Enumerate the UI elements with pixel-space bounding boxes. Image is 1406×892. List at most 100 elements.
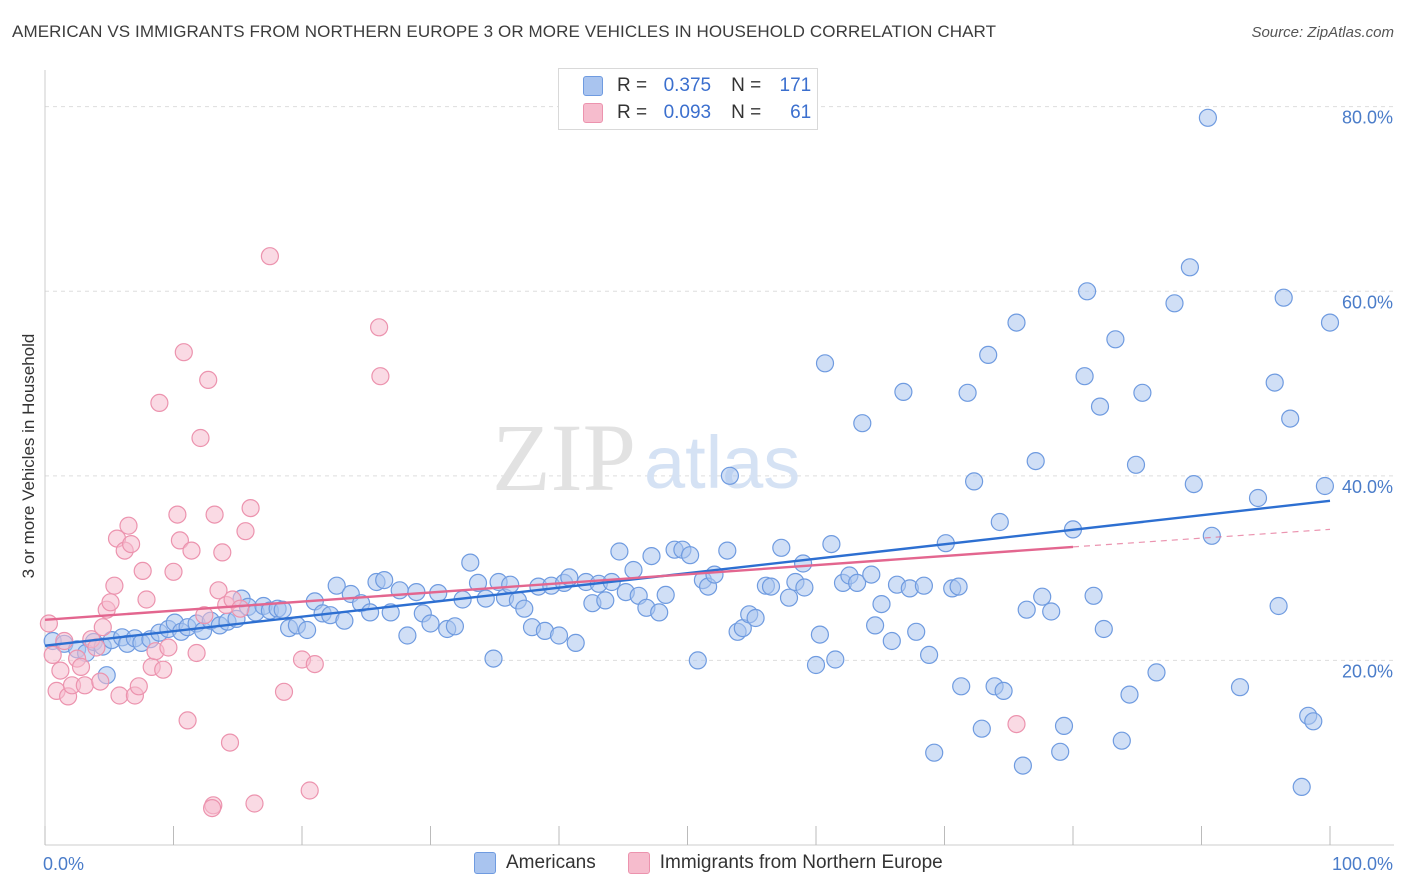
point-americans — [688, 651, 707, 670]
trend-line-extension — [1072, 528, 1331, 548]
y-tick-label: 60.0% — [1342, 292, 1393, 312]
axes — [44, 70, 1394, 846]
point-americans — [642, 546, 661, 566]
point-immigrants — [199, 370, 218, 389]
point-immigrants — [75, 676, 94, 695]
point-americans — [445, 617, 464, 636]
point-americans — [1075, 367, 1094, 386]
point-americans — [468, 573, 488, 593]
r-value: 0.375 — [663, 75, 712, 96]
point-americans — [1304, 712, 1323, 731]
point-americans — [1112, 731, 1131, 750]
point-americans — [1248, 488, 1268, 508]
point-americans — [822, 534, 841, 554]
point-americans — [853, 414, 872, 433]
point-immigrants — [241, 499, 260, 518]
point-immigrants — [187, 643, 206, 663]
point-americans — [461, 553, 480, 572]
point-immigrants — [174, 343, 193, 362]
point-immigrants — [205, 505, 224, 524]
point-immigrants — [170, 531, 189, 550]
point-immigrants — [119, 516, 138, 535]
y-tick-label: 80.0% — [1342, 108, 1393, 128]
point-immigrants — [101, 593, 120, 612]
point-immigrants — [191, 428, 210, 448]
n-label: N = — [731, 102, 762, 123]
point-americans — [596, 591, 615, 610]
point-americans — [1292, 777, 1311, 797]
point-americans — [882, 631, 901, 651]
point-immigrants — [182, 541, 201, 560]
point-immigrants — [137, 590, 156, 609]
point-immigrants — [178, 711, 197, 730]
point-americans — [979, 345, 998, 364]
point-americans — [1147, 663, 1166, 682]
point-americans — [718, 541, 737, 560]
point-immigrants — [55, 631, 74, 651]
point-americans — [476, 589, 495, 608]
point-americans — [1017, 600, 1036, 619]
point-americans — [1094, 619, 1113, 639]
point-americans — [720, 466, 740, 485]
point-immigrants — [91, 672, 110, 691]
point-americans — [421, 614, 440, 633]
point-immigrants — [1007, 714, 1026, 734]
legend-label: Americans — [506, 852, 596, 873]
watermark-zip: ZIP — [492, 404, 636, 511]
source-label: Source: ZipAtlas.com — [1251, 24, 1394, 41]
point-americans — [1202, 526, 1221, 545]
point-americans — [1126, 455, 1146, 474]
point-immigrants — [122, 534, 141, 554]
series-legend: Americans Immigrants from Northern Europ… — [474, 852, 975, 874]
point-americans — [501, 575, 520, 594]
point-americans — [1269, 596, 1288, 616]
point-immigrants — [51, 661, 70, 680]
point-immigrants — [300, 781, 319, 800]
point-americans — [1042, 602, 1061, 621]
point-immigrants — [305, 654, 324, 674]
point-immigrants — [213, 543, 232, 562]
point-immigrants — [133, 561, 152, 581]
legend-item-americans[interactable]: Americans — [474, 852, 596, 874]
point-americans — [1106, 330, 1125, 349]
point-americans — [1054, 716, 1074, 736]
point-americans — [914, 576, 934, 595]
point-americans — [761, 577, 781, 596]
point-americans — [610, 542, 629, 561]
point-americans — [972, 719, 991, 738]
point-americans — [865, 616, 885, 635]
point-americans — [894, 382, 913, 401]
point-immigrants — [245, 794, 264, 813]
point-americans — [862, 565, 881, 584]
point-americans — [1184, 475, 1203, 494]
point-americans — [327, 576, 346, 595]
point-immigrants — [203, 798, 222, 818]
point-americans — [925, 743, 944, 762]
y-tick-label: 20.0% — [1342, 661, 1393, 681]
point-immigrants — [220, 733, 240, 752]
legend-swatch-blue — [474, 852, 496, 874]
point-immigrants — [43, 645, 62, 665]
point-americans — [1033, 587, 1052, 606]
legend-item-immigrants[interactable]: Immigrants from Northern Europe — [627, 852, 943, 874]
legend-row-americans: R = 0.375 N = 171 — [583, 73, 811, 99]
n-value: 61 — [790, 102, 812, 123]
point-immigrants — [150, 393, 169, 412]
n-label: N = — [731, 75, 762, 96]
point-americans — [1230, 678, 1250, 697]
point-americans — [1120, 685, 1139, 704]
point-americans — [810, 625, 830, 644]
point-americans — [793, 554, 813, 573]
x-tick-label: 0.0% — [43, 854, 84, 874]
point-americans — [484, 649, 503, 668]
point-americans — [806, 655, 826, 675]
point-americans — [1320, 313, 1340, 332]
point-americans — [1281, 409, 1300, 428]
tick-labels: 20.0% 40.0% 60.0% 80.0% 0.0% 100.0% 3 or more … — [19, 108, 1393, 874]
point-americans — [1084, 586, 1103, 605]
n-value: 171 — [779, 75, 812, 96]
point-immigrants — [105, 576, 124, 595]
watermark: ZIP atlas — [492, 404, 800, 511]
point-americans — [1007, 313, 1026, 332]
point-americans — [795, 578, 814, 597]
